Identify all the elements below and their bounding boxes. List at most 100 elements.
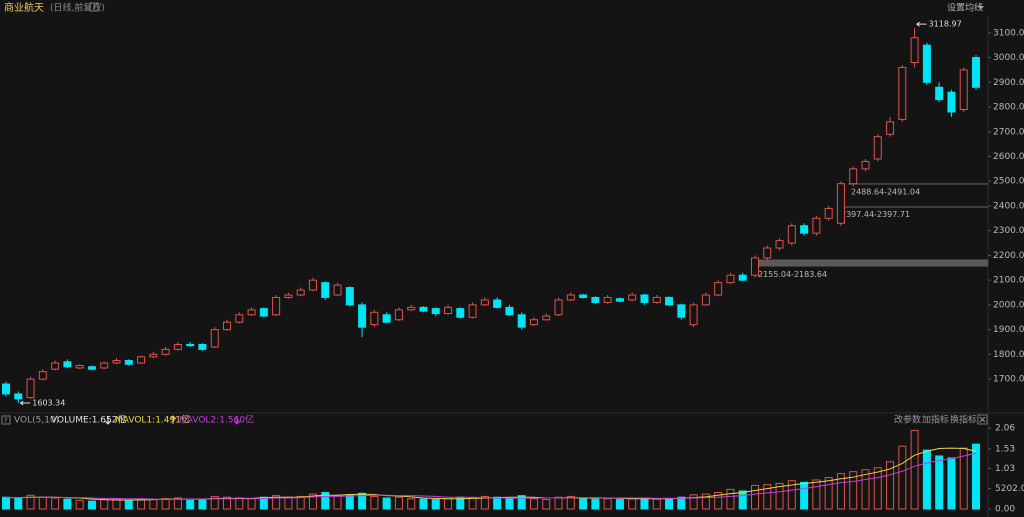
- candle-body: [628, 294, 637, 301]
- volume-bar: [750, 484, 759, 510]
- panel-button[interactable]: 加指标: [922, 414, 949, 426]
- volume-bar: [480, 495, 489, 510]
- help-icon[interactable]: [1, 415, 11, 425]
- volume-bar: [910, 429, 919, 510]
- up-arrow: [169, 415, 177, 424]
- candle-body: [370, 311, 379, 326]
- candle-body: [63, 361, 72, 368]
- candle-body: [407, 306, 416, 311]
- panel-button[interactable]: 换指标: [950, 414, 977, 426]
- mavol1-text: MAVOL1:1.491亿: [115, 414, 190, 426]
- chart-title: 商业航天: [4, 1, 44, 14]
- candle-body: [51, 362, 60, 370]
- volume-bar: [886, 461, 895, 510]
- candle-body: [861, 160, 870, 170]
- candle-body: [640, 294, 649, 303]
- candle-body: [2, 383, 10, 395]
- price-band: [848, 183, 988, 185]
- volume-bar: [947, 457, 956, 510]
- volume-bar: [787, 480, 796, 510]
- volume-bar: [51, 497, 60, 510]
- panel-button[interactable]: 改参数: [894, 414, 921, 426]
- candle-body: [677, 304, 686, 318]
- volume-bar: [26, 494, 35, 510]
- candle-body: [419, 306, 428, 312]
- candle-body: [591, 296, 600, 303]
- y-tick-label: 2600.00: [993, 152, 1024, 162]
- candle-body: [87, 366, 96, 370]
- y-tick-label: 2.06: [995, 424, 1015, 434]
- candle-body: [873, 136, 882, 160]
- candle-body: [886, 121, 895, 135]
- candle-body: [382, 314, 391, 323]
- volume-bar: [87, 500, 96, 510]
- volume-bar: [554, 496, 563, 510]
- candle-body: [775, 240, 784, 249]
- candle-body: [517, 314, 526, 328]
- volume-bar: [444, 498, 453, 510]
- volume-bar: [935, 455, 944, 510]
- volume-bar: [603, 498, 612, 510]
- candle-body: [223, 321, 232, 331]
- candle-body: [75, 364, 84, 369]
- volume-bar: [210, 495, 219, 510]
- candle-body: [124, 360, 133, 365]
- y-tick-label: 2900.00: [993, 78, 1024, 88]
- y-tick-label: 2400.00: [993, 201, 1024, 211]
- volume-bar: [493, 496, 502, 510]
- volume-bar: [296, 495, 305, 510]
- volume-bar: [714, 492, 723, 510]
- candle-body: [738, 274, 747, 281]
- close-glyph: [979, 416, 986, 423]
- candle-body: [112, 360, 121, 364]
- settings-icon[interactable]: [89, 2, 99, 12]
- ma-button[interactable]: 设置均线: [947, 2, 983, 14]
- volume-bar: [100, 499, 109, 510]
- annotation-label: 3118.97: [929, 20, 962, 29]
- volume-bar: [431, 499, 440, 510]
- volume-bar: [972, 443, 980, 510]
- volume-bar: [652, 498, 661, 510]
- volume-bar: [198, 498, 207, 510]
- candle-body: [480, 299, 489, 306]
- annotation-arrow: [20, 400, 31, 406]
- volume-bar: [591, 498, 600, 510]
- candle-body: [652, 296, 661, 303]
- candle-body: [787, 225, 796, 244]
- y-tick-label: 2500.00: [993, 177, 1024, 187]
- annotation-arrow: [916, 21, 927, 27]
- volume-bar: [358, 492, 367, 510]
- volume-bar: [38, 496, 47, 510]
- candle-body: [308, 279, 317, 291]
- candle-body: [689, 304, 698, 326]
- candle-body: [38, 371, 47, 380]
- candle-body: [198, 343, 207, 350]
- close-icon[interactable]: [977, 414, 988, 425]
- volume-bar: [529, 498, 538, 510]
- y-tick-label: 1800.00: [993, 350, 1024, 360]
- candle-body: [959, 69, 968, 111]
- y-tick-label: 2700.00: [993, 127, 1024, 137]
- volume-bar: [124, 499, 133, 510]
- y-tick-label: 2000.00: [993, 300, 1024, 310]
- candle-body: [358, 304, 367, 328]
- candle-body: [321, 282, 330, 298]
- candle-body: [493, 299, 502, 308]
- candle-body: [947, 91, 956, 113]
- candle-body: [763, 247, 772, 259]
- volume-bar: [223, 496, 232, 510]
- volume-bar: [370, 495, 379, 510]
- band-label: 2488.64-2491.04: [851, 188, 920, 197]
- mavol2-text: MAVOL2:1.560亿: [179, 414, 254, 426]
- candle-body: [272, 296, 281, 316]
- down-arrow: [233, 416, 241, 425]
- candle-body: [149, 353, 158, 358]
- volume-bar: [517, 495, 526, 510]
- candle-body: [922, 44, 931, 83]
- volume-bar: [824, 477, 833, 510]
- volume-bar: [321, 492, 330, 510]
- candle-body: [247, 309, 256, 316]
- volume-bar: [677, 496, 686, 510]
- price-band: [755, 259, 988, 267]
